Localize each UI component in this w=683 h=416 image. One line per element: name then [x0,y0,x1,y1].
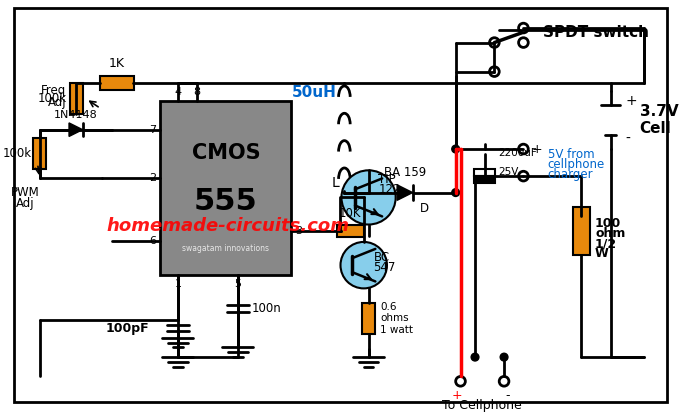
Circle shape [471,353,479,361]
Text: 555: 555 [194,187,257,216]
Text: -: - [505,389,510,402]
Text: 5: 5 [234,279,241,289]
Text: 1: 1 [174,279,182,289]
Text: 122: 122 [378,183,401,196]
Text: W: W [595,247,609,260]
Text: 7: 7 [150,125,156,135]
Text: 2200uF: 2200uF [499,148,537,158]
Text: 4: 4 [174,87,182,97]
Circle shape [518,144,528,154]
Circle shape [456,376,465,386]
Text: +: + [451,389,462,402]
Text: 8: 8 [194,87,201,97]
Text: 100k: 100k [38,92,67,105]
Circle shape [451,145,460,153]
Circle shape [490,38,499,47]
Bar [573,207,590,255]
Circle shape [518,38,528,47]
Bar [474,176,495,183]
Text: 100k: 100k [3,147,32,161]
Bar [33,139,46,169]
Text: L: L [332,176,339,190]
Text: SPDT switch: SPDT switch [543,25,649,40]
Text: 25V: 25V [499,167,518,177]
Text: -: - [531,170,535,183]
Text: homemade-circuits.com: homemade-circuits.com [107,218,350,235]
Text: 3.7V
Cell: 3.7V Cell [639,104,678,136]
Text: cellphone: cellphone [548,158,605,171]
Bar [70,83,83,114]
Text: D: D [419,202,429,215]
Text: BC: BC [374,251,389,264]
Text: 547: 547 [374,260,395,274]
Text: 10K: 10K [339,207,361,220]
Text: Adj: Adj [48,96,67,109]
Text: -: - [625,132,630,146]
Text: To Cellphone: To Cellphone [443,399,522,412]
Circle shape [518,23,528,33]
Text: 50uH: 50uH [292,85,337,100]
Text: +: + [531,143,542,156]
Text: 1/2: 1/2 [595,238,617,250]
Circle shape [341,242,387,288]
Text: 1K: 1K [109,57,125,69]
Text: ohm: ohm [595,227,626,240]
Text: 100: 100 [595,217,622,230]
Text: 100n: 100n [251,302,281,315]
Polygon shape [397,185,413,201]
Text: BA 159: BA 159 [384,166,426,179]
Circle shape [500,353,508,361]
Text: charger: charger [548,168,594,181]
Bar [362,303,376,334]
Polygon shape [69,123,83,136]
Text: 6: 6 [150,236,156,246]
Text: swagatam innovations: swagatam innovations [182,244,269,253]
Text: 0.6
ohms
1 watt: 0.6 ohms 1 watt [380,302,413,335]
Bar [100,77,134,90]
Text: 1N4148: 1N4148 [54,110,98,120]
Circle shape [499,376,509,386]
Bar [337,225,364,237]
Circle shape [342,170,395,225]
Text: CMOS: CMOS [191,143,260,163]
Text: Freq: Freq [42,84,67,97]
Circle shape [518,171,528,181]
Text: TIP: TIP [378,173,396,186]
Text: 3: 3 [295,226,302,236]
Text: 5V from: 5V from [548,149,594,161]
Text: PWM: PWM [11,186,40,199]
Bar [161,101,291,275]
Circle shape [451,189,460,196]
Text: Adj: Adj [16,197,34,210]
Text: +: + [625,94,637,108]
Bar [474,169,495,176]
Circle shape [490,67,499,77]
Text: 2: 2 [150,173,156,183]
Text: 100pF: 100pF [105,322,149,334]
